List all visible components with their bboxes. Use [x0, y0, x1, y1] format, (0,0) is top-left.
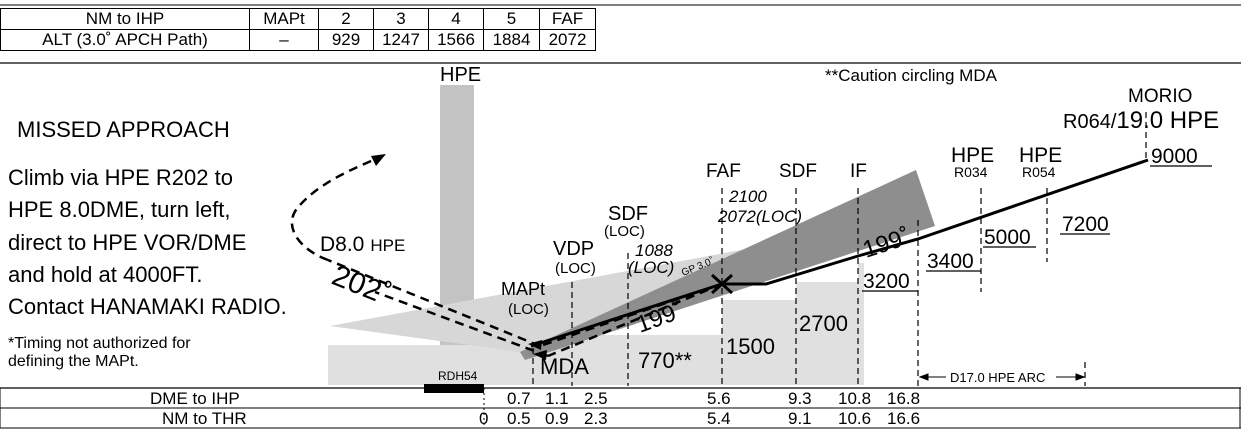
dme-value: 9.3: [788, 389, 812, 408]
table-cell: 1247: [373, 29, 429, 51]
table-cell: 929: [318, 29, 374, 51]
dme-values: 0.7 1.1 2.5 5.6 9.3 10.8 16.8: [507, 389, 920, 408]
thr-value: 5.4: [707, 409, 731, 428]
faf-alt: 2100: [728, 187, 767, 206]
table-row: ALT (3.0˚ APCH Path) – 929 1247 1566 188…: [0, 29, 596, 51]
altitude-7200: 7200: [1062, 213, 1109, 236]
sdf-loc-sub: (LOC): [604, 223, 645, 240]
table-row: NM to IHP MAPt 2 3 4 5 FAF: [0, 8, 596, 30]
missed-approach-line: Contact HANAMAKI RADIO.: [8, 294, 287, 319]
dme-value: 0.7: [507, 389, 531, 408]
sdf-label: SDF: [779, 161, 817, 182]
arc-label: D17.0 HPE ARC: [950, 370, 1045, 385]
hpe-r034-radial: R034: [954, 164, 988, 180]
altitude-5000: 5000: [984, 226, 1031, 249]
d80-label: D8.0 HPE: [320, 233, 405, 256]
thr-value: 0.5: [507, 409, 531, 428]
missed-approach-title: MISSED APPROACH: [17, 117, 230, 142]
vdp-label: VDP: [553, 238, 594, 260]
caution-note: **Caution circling MDA: [825, 66, 998, 85]
altitude-3200: 3200: [863, 270, 910, 293]
thr-value: 10.6: [838, 409, 871, 428]
missed-approach-line: HPE 8.0DME, turn left,: [8, 197, 231, 222]
faf-label: FAF: [706, 161, 741, 182]
dme-row-label: DME to IHP: [150, 389, 240, 408]
dme-value: 5.6: [707, 389, 731, 408]
thr-value: 0: [479, 409, 488, 428]
timing-note: defining the MAPt.: [8, 353, 139, 370]
dme-value: 16.8: [887, 389, 920, 408]
thr-value: 9.1: [788, 409, 812, 428]
circling-mda-label: 770**: [638, 348, 692, 373]
runway-bar: [424, 384, 484, 393]
thr-row-label: NM to THR: [162, 409, 247, 428]
sdf-loc-alt-sub: (LOC): [628, 258, 674, 277]
thr-values: 0 0.5 0.9 2.3 5.4 9.1 10.6 16.6: [479, 409, 920, 428]
table-cell: FAF: [539, 8, 596, 30]
missed-approach-line: and hold at 4000FT.: [8, 262, 202, 287]
hpe-r054-label: HPE: [1019, 144, 1062, 167]
missed-approach-line: direct to HPE VOR/DME: [8, 230, 246, 255]
vdp-loc-label: (LOC): [555, 260, 596, 277]
glide-path-wedge: [520, 170, 935, 360]
dme-value: 10.8: [838, 389, 871, 408]
arc-arrows: [918, 373, 1086, 381]
terrain-block: [722, 300, 796, 385]
mapt-label: MAPt: [501, 279, 545, 299]
table-cell: 1884: [483, 29, 540, 51]
altitude-1500: 1500: [726, 334, 775, 359]
morio-radial: R064/19.0 HPE: [1063, 107, 1219, 134]
thr-value: 2.3: [584, 409, 608, 428]
rdh-label: RDH54: [438, 369, 478, 383]
thr-value: 16.6: [887, 409, 920, 428]
dme-value: 1.1: [545, 389, 569, 408]
if-label: IF: [850, 161, 867, 182]
altitude-2700: 2700: [799, 311, 848, 336]
altitude-3400: 3400: [927, 250, 974, 273]
morio-label: MORIO: [1128, 86, 1192, 107]
hpe-top-label: HPE: [440, 64, 481, 86]
hpe-r054-radial: R054: [1022, 164, 1056, 180]
sdf-loc-alt: 1088: [635, 241, 673, 260]
missed-approach-path: [290, 156, 723, 358]
faf-alt-loc: 2072(LOC): [717, 207, 802, 226]
radial-202-label: 202˚: [327, 259, 395, 312]
mapt-loc-label: (LOC): [508, 301, 549, 318]
timing-note: *Timing not authorized for: [8, 335, 191, 352]
missed-approach-arrow: [371, 154, 386, 166]
dme-value: 2.5: [584, 389, 608, 408]
terrain-block: [796, 282, 858, 385]
faf-cross: [710, 273, 734, 295]
missed-approach-line: Climb via HPE R202 to: [8, 165, 233, 190]
sdf-loc-label: SDF: [608, 203, 648, 225]
hpe-r034-label: HPE: [951, 144, 994, 167]
altitude-table: NM to IHP MAPt 2 3 4 5 FAF ALT (3.0˚ APC…: [0, 8, 596, 51]
mda-label: MDA: [540, 354, 589, 379]
thr-value: 0.9: [545, 409, 569, 428]
altitude-9000: 9000: [1151, 145, 1198, 168]
terrain-block: [858, 263, 864, 385]
table-cell: 2072: [539, 29, 596, 51]
table-cell: 1566: [428, 29, 484, 51]
row-label: ALT (3.0˚ APCH Path): [0, 29, 250, 51]
